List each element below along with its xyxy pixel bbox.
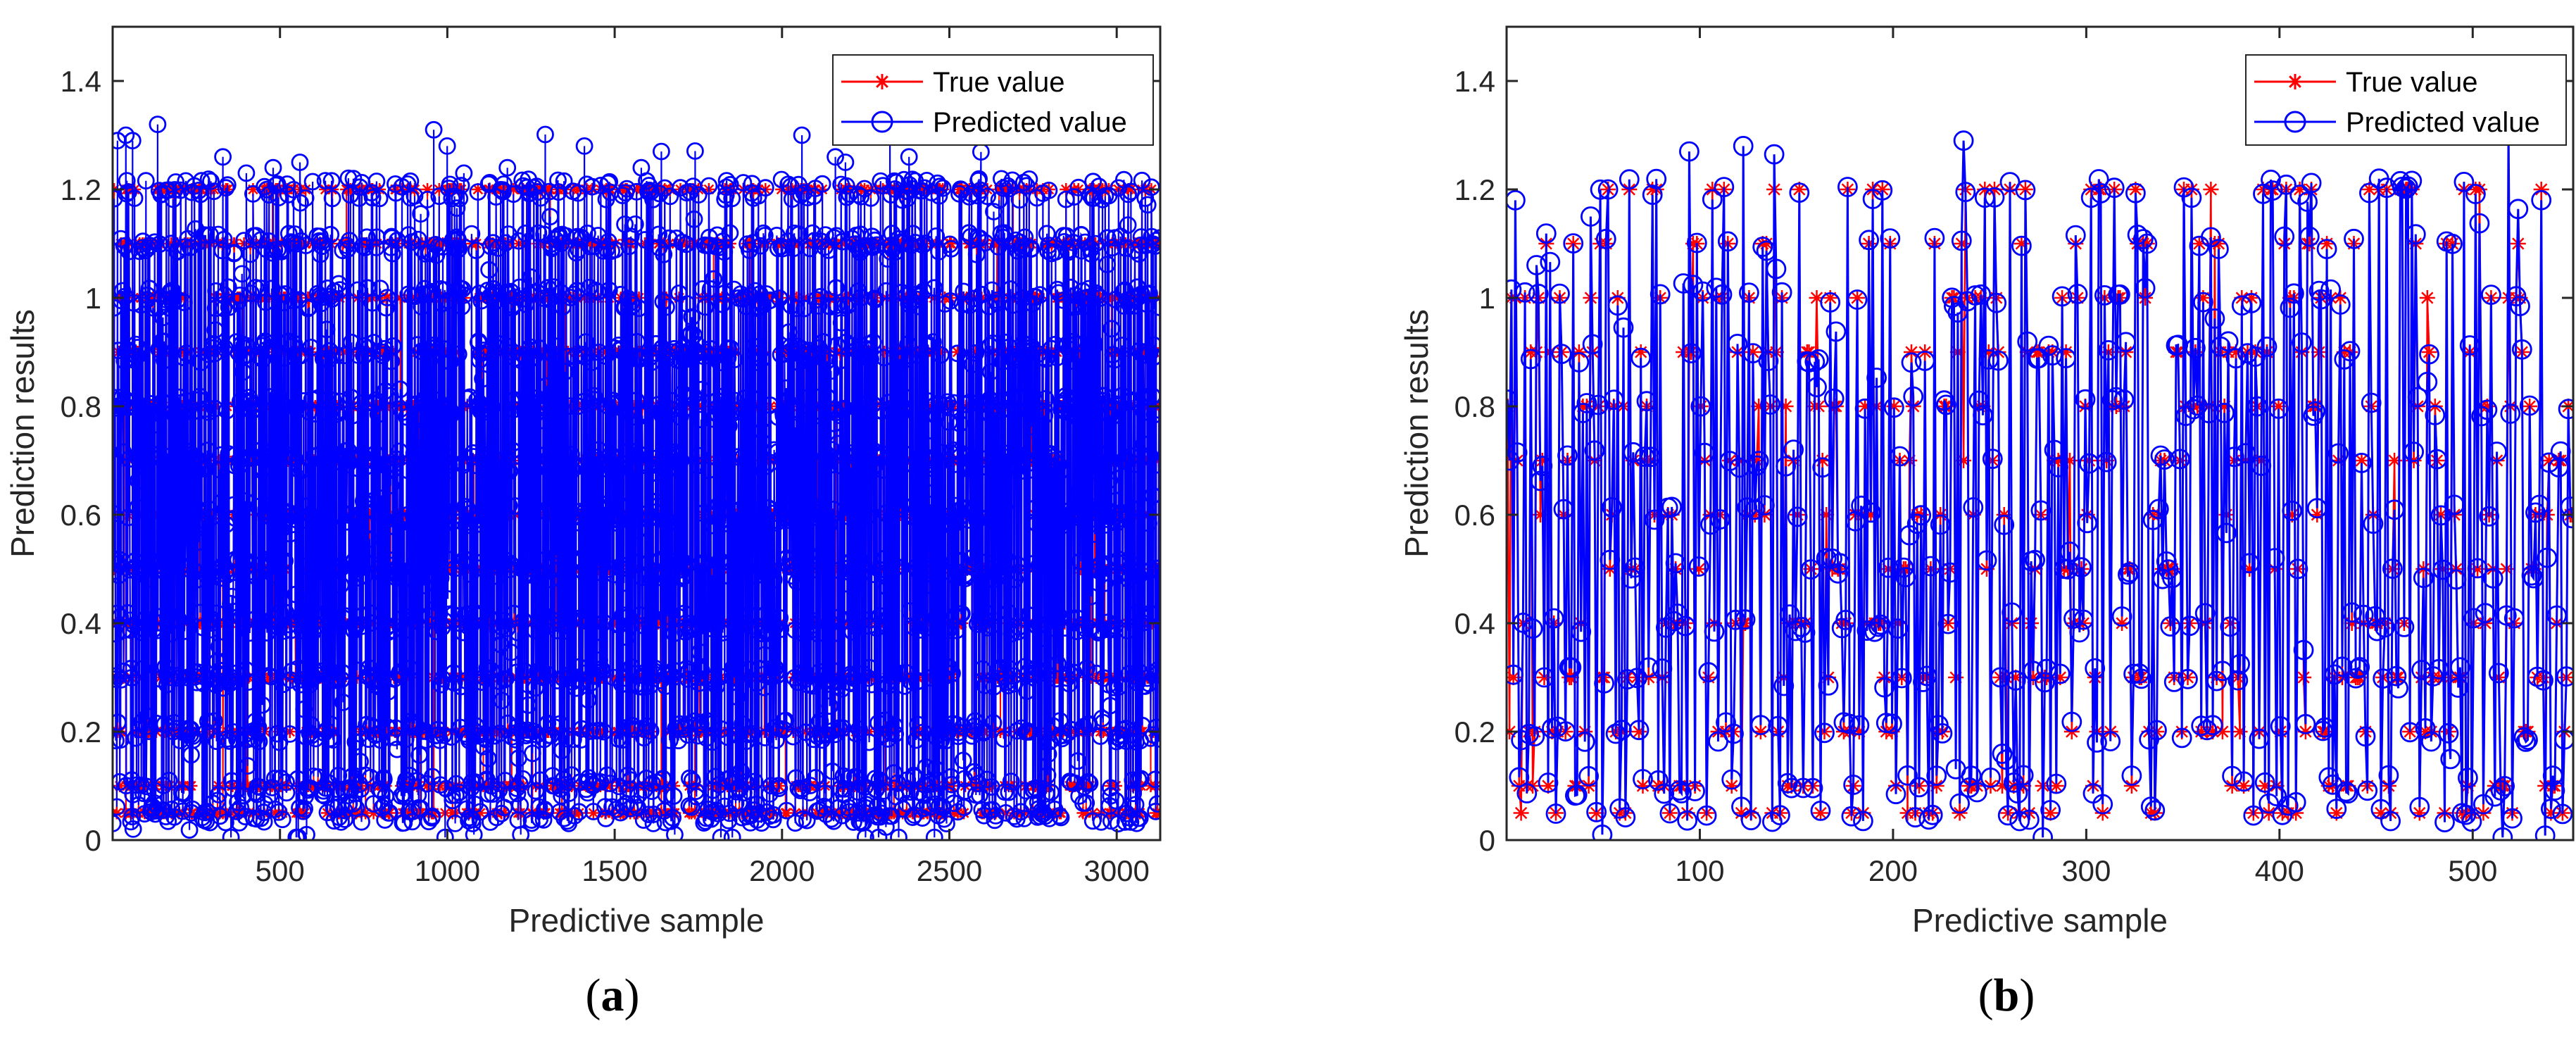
y-tick-label: 1.2	[1455, 173, 1495, 206]
legend-predicted-value-label: Predicted value	[2346, 107, 2540, 138]
y-tick-label: 0	[1479, 824, 1495, 857]
y-tick-label: 0.4	[61, 607, 101, 640]
legend-predicted-value-marker	[871, 111, 893, 133]
x-tick-label: 2000	[749, 854, 815, 887]
legend-true-value-marker	[874, 74, 890, 89]
legend-true-value-marker	[2287, 74, 2303, 89]
x-tick-label: 1500	[582, 854, 647, 887]
legend-true-value-label: True value	[933, 67, 1065, 98]
y-tick-label: 0.6	[1455, 499, 1495, 532]
y-tick-label: 0.2	[1455, 715, 1495, 749]
y-tick-label: 0.2	[61, 715, 101, 749]
chart-panel-b: 100 200 300 400 500 0 0.2 0.4 0.6 0.8 1 1.2 1.4 Pred…	[1398, 25, 2575, 939]
x-tick-label: 1000	[415, 854, 480, 887]
panel-caption-letter: a	[601, 970, 624, 1021]
y-tick-label: 0	[85, 824, 101, 857]
x-tick-label: 3000	[1083, 854, 1149, 887]
panel-caption-a: (a)	[586, 970, 640, 1021]
y-tick-label: 1.4	[61, 65, 101, 98]
y-axis-label: Prediction results	[4, 309, 41, 558]
legend-predicted-value-label: Predicted value	[933, 107, 1127, 138]
x-tick-label: 300	[2061, 854, 2111, 887]
y-tick-label: 0.6	[61, 499, 101, 532]
chart-panel-a: 500 1000 1500 2000 2500 3000 0 0.2 0.4 0.6 0.8 1 1.2…	[4, 25, 1162, 939]
panel-caption-b: (b)	[1978, 970, 2035, 1021]
predicted-value-line	[1507, 130, 2573, 838]
y-tick-label: 1.4	[1455, 65, 1495, 98]
axes-box	[111, 25, 1162, 841]
x-tick-label: 500	[2448, 854, 2497, 887]
legend-asterisk-shape	[2287, 74, 2303, 89]
axes-box	[1505, 25, 2575, 841]
y-tick-label: 1	[1479, 282, 1495, 315]
legend-predicted-value-marker	[2284, 111, 2306, 133]
legend: True value Predicted value	[2245, 54, 2567, 146]
y-axis-label: Prediction results	[1398, 309, 1435, 558]
panel-caption-letter: b	[1994, 970, 2020, 1021]
x-tick-label: 400	[2255, 854, 2304, 887]
y-tick-label: 1	[85, 282, 101, 315]
y-tick-label: 0.4	[1455, 607, 1495, 640]
legend-asterisk-shape	[874, 74, 890, 89]
x-tick-label: 200	[1868, 854, 1918, 887]
x-tick-label: 100	[1675, 854, 1724, 887]
y-tick-label: 0.8	[1455, 390, 1495, 423]
x-tick-label: 500	[256, 854, 305, 887]
y-tick-label: 1.2	[61, 173, 101, 206]
x-tick-label: 2500	[917, 854, 982, 887]
x-axis-label: Predictive sample	[508, 902, 764, 939]
legend: True value Predicted value	[832, 54, 1154, 146]
predicted-value-markers	[1507, 119, 2573, 840]
legend-true-value-label: True value	[2346, 67, 2478, 98]
predicted-value-markers	[113, 115, 1160, 840]
x-axis-label: Predictive sample	[1912, 902, 2168, 939]
y-tick-label: 0.8	[61, 390, 101, 423]
